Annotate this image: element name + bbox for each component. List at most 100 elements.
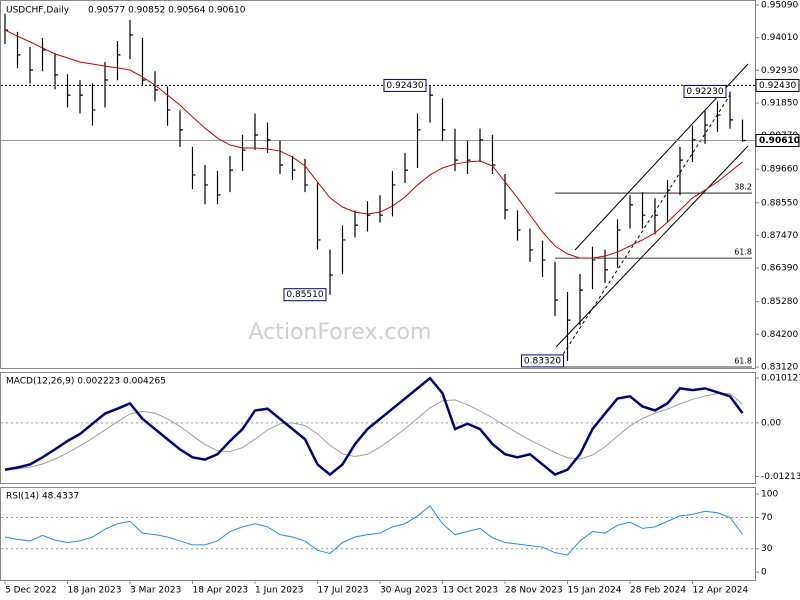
price-bar — [716, 101, 721, 132]
price-marker-box — [755, 133, 800, 147]
watermark: ActionForex.com — [249, 320, 432, 345]
x-tick-label: 18 Jan 2023 — [68, 586, 122, 596]
price-bar — [179, 110, 183, 147]
x-tick-label: 1 Jun 2023 — [255, 586, 303, 596]
annotation-label: 0.83320 — [524, 356, 561, 366]
price-bar — [241, 134, 246, 172]
annotation-box — [521, 354, 564, 368]
fib-label: 61.8 — [734, 356, 752, 365]
price-bar — [391, 171, 396, 217]
price-bar — [554, 261, 558, 317]
price-marker-box — [755, 78, 800, 92]
series-line — [4, 505, 743, 556]
annotation-box — [683, 84, 727, 98]
price-bar — [541, 240, 546, 277]
price-bar — [579, 273, 583, 326]
x-tick-label: 30 Aug 2023 — [380, 586, 438, 596]
y-tick-label: 0.92930 — [761, 66, 798, 76]
y-tick-label: 0.86390 — [761, 264, 798, 274]
price-bar — [741, 119, 746, 142]
y-tick-label: 70 — [761, 513, 773, 523]
price-bar — [529, 228, 533, 262]
chart-title: USDCHF,Daily — [6, 6, 70, 16]
price-bar — [479, 128, 483, 162]
price-bar — [304, 158, 308, 193]
price-marker-label: 0.92430 — [759, 81, 796, 91]
price-bar — [104, 62, 108, 108]
y-tick-label: 0.010121 — [761, 374, 800, 384]
x-tick-label: 13 Oct 2023 — [443, 586, 499, 596]
price-bar — [54, 53, 58, 90]
y-tick-label: 0.94010 — [761, 33, 798, 43]
macd-panel-frame — [0, 372, 756, 484]
price-bar — [729, 91, 733, 129]
fib-label: 38.2 — [734, 183, 752, 192]
price-bar — [16, 31, 21, 69]
price-bar — [341, 225, 346, 274]
price-bar — [166, 86, 171, 126]
y-tick-label: 0 — [761, 568, 767, 578]
y-tick-label: 0.89660 — [761, 165, 798, 175]
y-tick-label: 100 — [761, 490, 778, 500]
price-bar — [216, 171, 221, 205]
price-bar — [366, 201, 371, 232]
y-tick-label: 0.87470 — [761, 231, 798, 241]
annotation-box — [383, 78, 427, 92]
channel-lower — [555, 145, 749, 348]
y-tick-label: 0.95090 — [761, 0, 798, 10]
price-bar — [79, 80, 83, 114]
price-bar — [204, 164, 208, 205]
price-bar — [379, 195, 383, 223]
price-bar — [254, 113, 258, 150]
y-tick-label: 0.85280 — [761, 297, 798, 307]
price-bar — [491, 134, 496, 175]
price-bar — [466, 140, 471, 175]
price-bar — [516, 210, 521, 241]
macd-title: MACD(12,26,9) 0.002223 0.004265 — [6, 377, 166, 387]
price-bar — [66, 74, 71, 108]
x-tick-label: 3 Mar 2023 — [130, 586, 181, 596]
price-panel-frame — [0, 0, 756, 369]
price-bar — [316, 183, 321, 250]
price-bar — [191, 146, 196, 190]
y-tick-label: 0.91850 — [761, 98, 798, 108]
price-bar — [441, 98, 446, 141]
x-tick-label: 18 Apr 2023 — [193, 586, 249, 596]
x-tick-label: 15 Jan 2024 — [568, 586, 622, 596]
annotation-label: 0.92230 — [686, 87, 723, 97]
x-tick-label: 28 Nov 2023 — [505, 586, 563, 596]
price-bar — [604, 249, 608, 283]
price-bar — [41, 37, 46, 72]
price-bar — [704, 110, 708, 144]
y-tick-label: 0.84200 — [761, 330, 798, 340]
y-tick-label: 0.88550 — [761, 198, 798, 208]
price-bar — [154, 71, 158, 102]
quote: 0.90577 0.90852 0.90564 0.90610 — [88, 6, 246, 16]
price-bar — [666, 180, 671, 223]
x-tick-label: 12 Apr 2024 — [693, 586, 749, 596]
price-bar — [29, 47, 33, 84]
fib-label: 61.8 — [734, 248, 752, 257]
price-bar — [691, 125, 696, 162]
series-line — [4, 393, 743, 470]
y-tick-label: 30 — [761, 544, 773, 554]
price-bar — [329, 249, 333, 295]
x-tick-label: 5 Dec 2022 — [5, 586, 57, 596]
price-bar — [416, 113, 421, 168]
price-bar — [629, 195, 633, 229]
price-marker-label: 0.90610 — [759, 136, 800, 146]
price-bar — [429, 85, 433, 123]
price-bar — [566, 291, 571, 361]
price-bar — [141, 37, 146, 87]
y-tick-label: -0.012139 — [761, 472, 800, 482]
y-tick-label: 0.00 — [761, 418, 781, 428]
price-bar — [679, 146, 683, 196]
series-line — [4, 376, 744, 477]
price-bar — [591, 246, 596, 289]
annotation-label: 0.92430 — [386, 81, 423, 91]
price-bar — [279, 140, 283, 175]
moving-average — [4, 29, 743, 259]
price-bar — [616, 219, 621, 268]
